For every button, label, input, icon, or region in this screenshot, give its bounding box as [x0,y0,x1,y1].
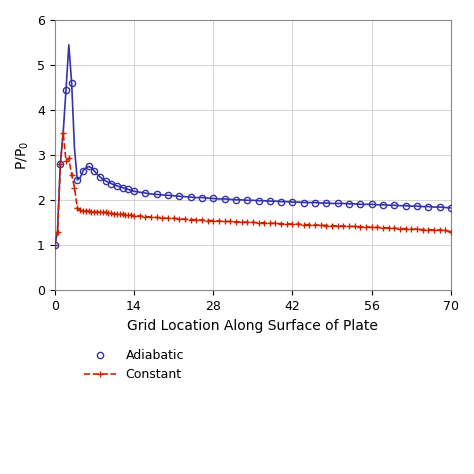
Constant [94,209,100,215]
Adiabatic [69,80,74,86]
Adiabatic [142,190,148,196]
Adiabatic [222,196,228,202]
Constant [126,212,131,218]
Adiabatic [91,168,97,174]
Adiabatic [437,204,443,210]
Adiabatic [324,200,329,206]
Adiabatic [255,198,261,203]
Constant [142,214,148,219]
Constant [60,130,66,136]
Adiabatic [57,161,63,167]
Adiabatic [52,243,57,248]
Adiabatic [80,168,86,174]
Adiabatic [199,195,205,201]
Legend: Adiabatic, Constant: Adiabatic, Constant [81,346,188,385]
Adiabatic [188,194,193,200]
Adiabatic [290,199,295,205]
Adiabatic [131,189,137,194]
Adiabatic [312,200,318,205]
Adiabatic [103,178,109,184]
Adiabatic [114,183,120,189]
Adiabatic [244,198,250,203]
Adiabatic [126,187,131,192]
Adiabatic [74,177,80,183]
Adiabatic [335,201,341,206]
Adiabatic [97,174,103,180]
Adiabatic [278,199,284,204]
Line: Constant: Constant [52,130,454,248]
Adiabatic [392,202,397,208]
Adiabatic [369,201,374,207]
Constant [52,243,57,248]
Adiabatic [176,193,182,199]
Adiabatic [448,205,454,211]
Adiabatic [426,204,431,210]
Adiabatic [301,200,307,205]
Adiabatic [120,185,126,191]
Adiabatic [210,196,216,201]
Adiabatic [86,164,91,169]
Constant [128,212,134,218]
Adiabatic [414,203,420,209]
Y-axis label: P/P$_0$: P/P$_0$ [15,141,31,170]
Constant [448,229,454,235]
Constant [426,227,431,232]
Adiabatic [267,198,273,204]
Adiabatic [154,191,159,197]
Constant [216,218,222,224]
Line: Adiabatic: Adiabatic [52,80,454,248]
Adiabatic [380,202,386,208]
Adiabatic [109,181,114,186]
Adiabatic [165,192,171,198]
Adiabatic [233,197,239,203]
Adiabatic [357,201,363,207]
X-axis label: Grid Location Along Surface of Plate: Grid Location Along Surface of Plate [128,319,378,333]
Adiabatic [346,201,352,207]
Adiabatic [63,87,69,93]
Adiabatic [403,203,409,209]
